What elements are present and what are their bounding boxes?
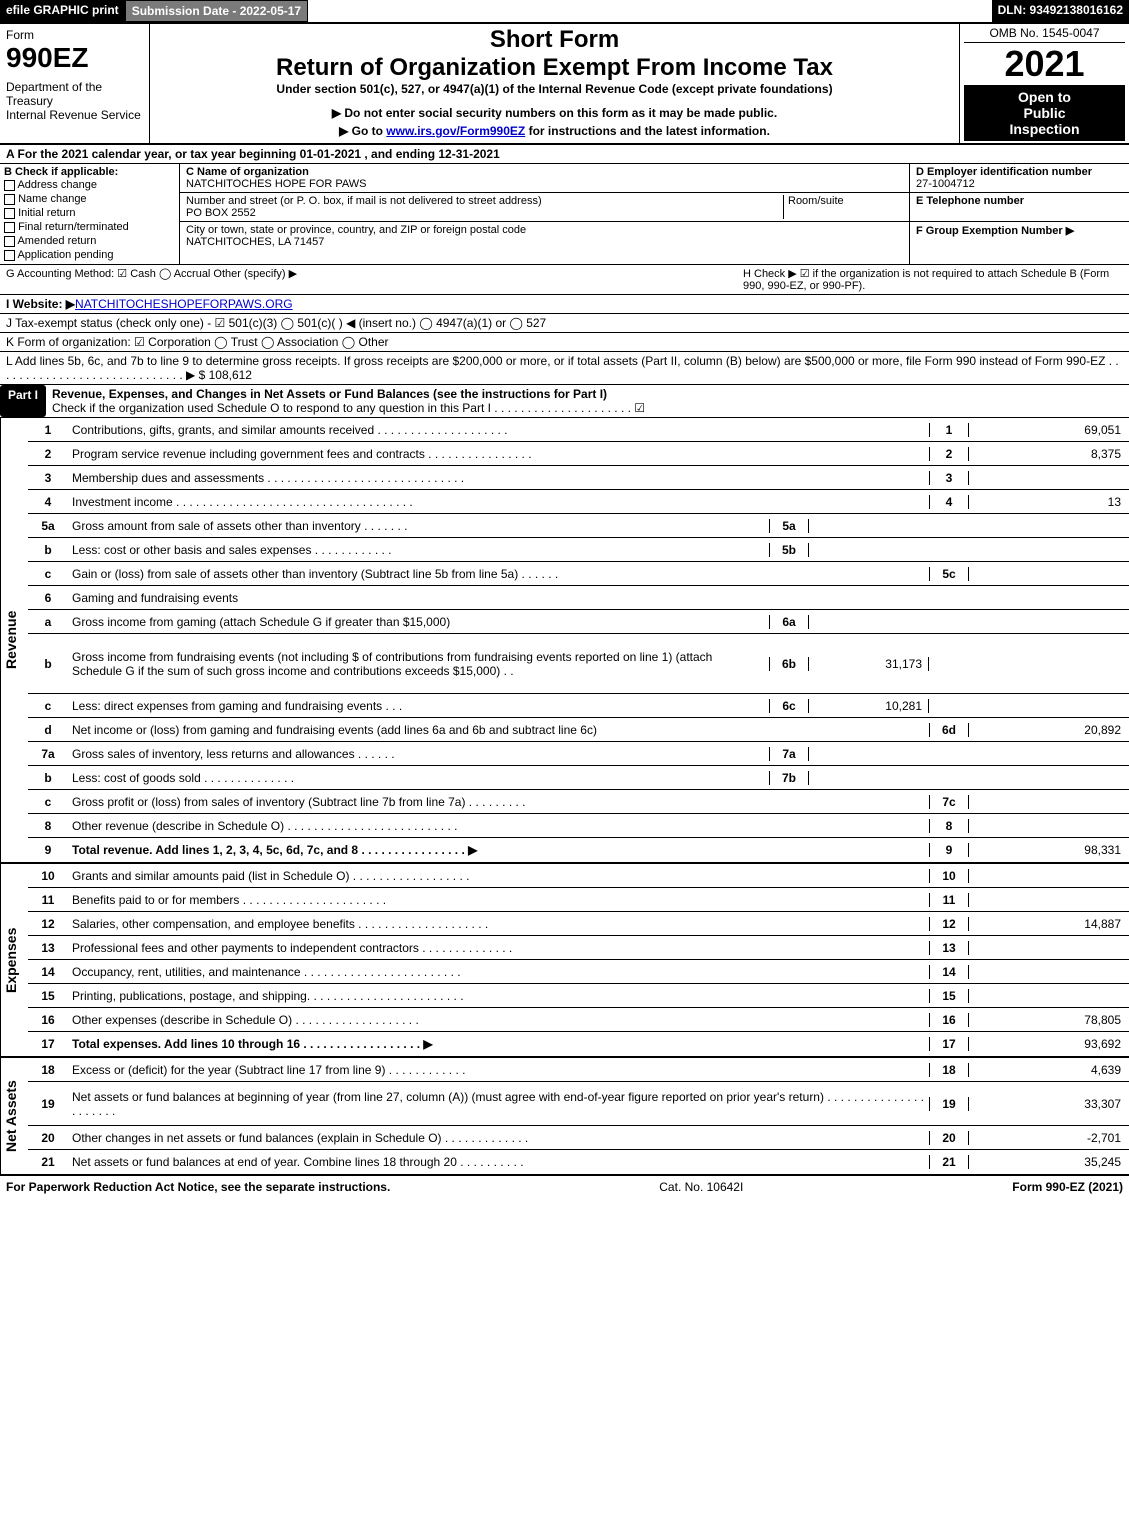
check-name[interactable]: Name change (4, 192, 175, 206)
section-g: G Accounting Method: ☑ Cash ◯ Accrual Ot… (6, 267, 743, 292)
revenue-block: Revenue 1Contributions, gifts, grants, a… (0, 418, 1129, 864)
section-e: E Telephone number (910, 193, 1129, 222)
room-suite: Room/suite (783, 195, 903, 219)
val-16: 78,805 (969, 1013, 1129, 1027)
netassets-block: Net Assets 18Excess or (deficit) for the… (0, 1058, 1129, 1174)
footer-left: For Paperwork Reduction Act Notice, see … (6, 1180, 390, 1194)
val-17: 93,692 (969, 1037, 1129, 1051)
part-1-badge: Part I (0, 385, 46, 417)
header-mid: Short Form Return of Organization Exempt… (150, 24, 959, 143)
val-12: 14,887 (969, 917, 1129, 931)
city: NATCHITOCHES, LA 71457 (186, 236, 324, 248)
footer-right: Form 990-EZ (2021) (1012, 1180, 1123, 1194)
val-9: 98,331 (969, 843, 1129, 857)
form-label: Form (6, 28, 143, 42)
expenses-block: Expenses 10Grants and similar amounts pa… (0, 864, 1129, 1058)
val-20: -2,701 (969, 1131, 1129, 1145)
instr-2: ▶ Go to www.irs.gov/Form990EZ for instru… (156, 122, 953, 140)
dln: DLN: 93492138016162 (992, 0, 1129, 22)
section-a: A For the 2021 calendar year, or tax yea… (0, 145, 1129, 164)
open-inspection: Open to Public Inspection (964, 85, 1125, 141)
street-row: Number and street (or P. O. box, if mail… (180, 193, 909, 222)
footer-cat: Cat. No. 10642I (390, 1180, 1012, 1194)
check-amended[interactable]: Amended return (4, 234, 175, 248)
val-6c: 10,281 (809, 699, 929, 713)
form-number: 990EZ (6, 42, 143, 74)
val-18: 4,639 (969, 1063, 1129, 1077)
ein: 27-1004712 (916, 178, 975, 190)
sections-d-e-f: D Employer identification number 27-1004… (909, 164, 1129, 264)
val-6b: 31,173 (809, 657, 929, 671)
netassets-lines: 18Excess or (deficit) for the year (Subt… (28, 1058, 1129, 1174)
part-1-title: Revenue, Expenses, and Changes in Net As… (46, 385, 1129, 417)
header-right: OMB No. 1545-0047 2021 Open to Public In… (959, 24, 1129, 143)
irs-link[interactable]: www.irs.gov/Form990EZ (386, 124, 525, 138)
street: PO BOX 2552 (186, 207, 256, 219)
org-name-row: C Name of organization NATCHITOCHES HOPE… (180, 164, 909, 193)
section-i: I Website: ▶NATCHITOCHESHOPEFORPAWS.ORG (0, 295, 1129, 314)
expenses-lines: 10Grants and similar amounts paid (list … (28, 864, 1129, 1056)
header-left: Form 990EZ Department of the Treasury In… (0, 24, 150, 143)
top-bar: efile GRAPHIC print Submission Date - 20… (0, 0, 1129, 24)
website-link[interactable]: NATCHITOCHESHOPEFORPAWS.ORG (75, 297, 293, 311)
dept-1: Department of the Treasury (6, 80, 143, 108)
dept-2: Internal Revenue Service (6, 108, 143, 122)
form-header: Form 990EZ Department of the Treasury In… (0, 24, 1129, 145)
section-b: B Check if applicable: Address change Na… (0, 164, 180, 264)
check-pending[interactable]: Application pending (4, 248, 175, 262)
val-4: 13 (969, 495, 1129, 509)
part-1-header: Part I Revenue, Expenses, and Changes in… (0, 385, 1129, 418)
tax-year: 2021 (964, 43, 1125, 85)
section-k: K Form of organization: ☑ Corporation ◯ … (0, 333, 1129, 352)
form-subtitle: Under section 501(c), 527, or 4947(a)(1)… (156, 82, 953, 96)
city-row: City or town, state or province, country… (180, 222, 909, 250)
submission-date: Submission Date - 2022-05-17 (125, 0, 308, 22)
section-g-h: G Accounting Method: ☑ Cash ◯ Accrual Ot… (0, 265, 1129, 295)
section-l: L Add lines 5b, 6c, and 7b to line 9 to … (0, 352, 1129, 385)
val-1: 69,051 (969, 423, 1129, 437)
val-6d: 20,892 (969, 723, 1129, 737)
expenses-tab: Expenses (0, 864, 28, 1056)
revenue-lines: 1Contributions, gifts, grants, and simil… (28, 418, 1129, 862)
check-final[interactable]: Final return/terminated (4, 220, 175, 234)
val-19: 33,307 (969, 1097, 1129, 1111)
efile-label[interactable]: efile GRAPHIC print (0, 0, 125, 22)
revenue-tab: Revenue (0, 418, 28, 862)
short-form: Short Form (156, 26, 953, 54)
netassets-tab: Net Assets (0, 1058, 28, 1174)
form-title: Return of Organization Exempt From Incom… (156, 54, 953, 82)
section-j: J Tax-exempt status (check only one) - ☑… (0, 314, 1129, 333)
org-name: NATCHITOCHES HOPE FOR PAWS (186, 178, 367, 190)
omb-no: OMB No. 1545-0047 (964, 26, 1125, 43)
section-d: D Employer identification number 27-1004… (910, 164, 1129, 193)
val-21: 35,245 (969, 1155, 1129, 1169)
section-c: C Name of organization NATCHITOCHES HOPE… (180, 164, 909, 264)
val-2: 8,375 (969, 447, 1129, 461)
page-footer: For Paperwork Reduction Act Notice, see … (0, 1174, 1129, 1198)
check-initial[interactable]: Initial return (4, 206, 175, 220)
sections-b-f: B Check if applicable: Address change Na… (0, 164, 1129, 265)
instr-1: ▶ Do not enter social security numbers o… (156, 104, 953, 122)
check-address[interactable]: Address change (4, 178, 175, 192)
section-h: H Check ▶ ☑ if the organization is not r… (743, 267, 1123, 292)
section-f: F Group Exemption Number ▶ (910, 222, 1129, 239)
